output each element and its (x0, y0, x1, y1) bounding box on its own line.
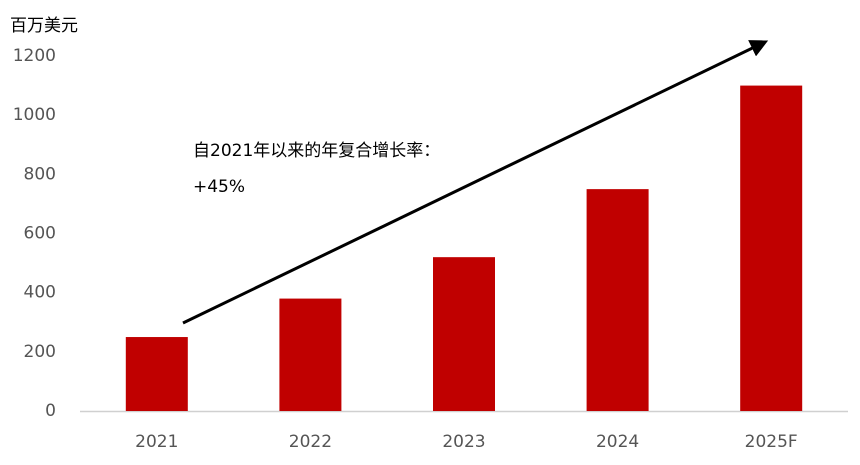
annotation: +45% (193, 177, 245, 197)
trend-arrow (182, 40, 769, 325)
bar (125, 337, 188, 411)
plot: 0 200 400 600 800 1000 1200 2021 2022 2023 2024 202… (13, 46, 803, 452)
y-tick-label: 800 (24, 164, 56, 184)
x-tick-label: 2022 (289, 432, 332, 452)
y-tick-label: 1000 (13, 105, 56, 125)
x-tick-label: 2021 (135, 432, 178, 452)
y-axis-label: 百万美元 (10, 16, 78, 36)
bar (740, 85, 803, 411)
bar (586, 189, 649, 411)
annotation: 自2021年以来的年复合增长率： (193, 141, 440, 161)
bar (433, 257, 495, 411)
y-tick-label: 0 (45, 401, 56, 421)
x-tick-label: 2023 (442, 432, 485, 452)
y-tick-label: 1200 (13, 46, 56, 66)
x-tick-label: 2025F (745, 432, 798, 452)
y-tick-label: 600 (24, 224, 56, 244)
y-tick-label: 200 (24, 342, 56, 362)
x-tick-label: 2024 (596, 432, 639, 452)
y-tick-label: 400 (24, 283, 56, 303)
bar (279, 298, 342, 411)
